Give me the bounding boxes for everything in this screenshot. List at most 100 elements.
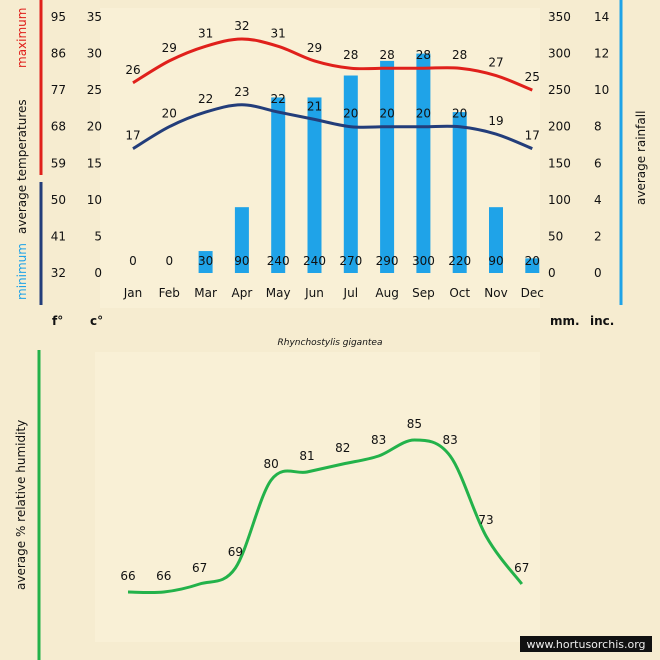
rainfall-bar [271,97,286,273]
min-temp-line [132,103,533,151]
tick-mm: 50 [548,229,563,243]
humidity-label: 67 [514,561,529,575]
tick-mm: 250 [548,83,571,97]
tick-mm: 350 [548,10,571,24]
rainfall-label: 300 [412,254,435,268]
tick-c: 30 [87,47,102,61]
tick-mm: 150 [548,156,571,170]
max-temp-label: 26 [125,63,140,77]
rainfall-label: 240 [267,254,290,268]
rainfall-bar [525,258,540,273]
humidity-line [127,438,524,595]
tick-c: 10 [87,193,102,207]
tick-f: 59 [51,156,66,170]
unit-inches: inc. [590,314,614,328]
unit-celsius: c° [90,314,103,328]
tick-inc: 10 [594,83,609,97]
tick-inc: 6 [594,156,602,170]
max-temp-label: 27 [488,56,503,70]
month-label: Jun [304,286,324,300]
min-temp-label: 22 [198,92,213,106]
tick-c: 25 [87,83,102,97]
max-temp-label: 28 [416,48,431,62]
month-label: Nov [484,286,507,300]
rainfall-bar [307,97,322,273]
max-temp-label: 28 [379,48,394,62]
tick-inc: 4 [594,193,602,207]
rainfall-label: 20 [525,254,540,268]
humidity-label: 67 [192,561,207,575]
min-temp-label: 17 [525,129,540,143]
month-label: Dec [521,286,544,300]
ylabel-rainfall: average rainfall [634,111,648,205]
humidity-label: 80 [264,457,279,471]
tick-f: 77 [51,83,66,97]
min-temp-label: 20 [416,107,431,121]
rainfall-label: 270 [339,254,362,268]
tick-f: 32 [51,266,66,280]
min-temp-label: 20 [162,107,177,121]
month-label: Jan [123,286,143,300]
tick-f: 95 [51,10,66,24]
month-label: Sep [412,286,435,300]
unit-fahrenheit: f° [52,314,63,328]
tick-c: 0 [94,266,102,280]
tick-f: 86 [51,47,66,61]
rainfall-bar [489,207,503,273]
ylabel-humidity: average % relative humidity [14,420,28,590]
rainfall-label: 240 [303,254,326,268]
max-temp-line [132,37,533,92]
watermark-text: www.hortusorchis.org [526,638,645,651]
ylabel-min: minimum [15,243,29,300]
rainfall-bar [198,251,213,273]
humidity-label: 83 [371,433,386,447]
ylabel-max: maximum [15,8,29,68]
rainfall-label: 220 [448,254,471,268]
humidity-panel [95,352,540,642]
rainfall-label: 290 [376,254,399,268]
tick-inc: 12 [594,47,609,61]
month-label: May [266,286,291,300]
max-temp-label: 29 [162,41,177,55]
month-label: Aug [375,286,398,300]
min-temp-label: 20 [343,107,358,121]
species-subtitle: Rhynchostylis gigantea [278,338,383,348]
tick-inc: 2 [594,229,602,243]
tick-mm: 300 [548,47,571,61]
max-temp-label: 31 [198,26,213,40]
max-temp-label: 28 [452,48,467,62]
tick-inc: 0 [594,266,602,280]
humidity-label: 69 [228,545,243,559]
min-temp-label: 23 [234,85,249,99]
humidity-label: 83 [443,433,458,447]
min-temp-label: 22 [271,92,286,106]
month-label: Apr [232,286,253,300]
ylabel-avg: average temperatures [15,99,29,234]
tick-c: 35 [87,10,102,24]
tick-f: 68 [51,120,66,134]
rainfall-label: 30 [198,254,213,268]
max-temp-label: 31 [271,26,286,40]
tick-c: 5 [94,229,102,243]
max-temp-label: 25 [525,70,540,84]
rainfall-label: 90 [488,254,503,268]
month-label: Feb [159,286,180,300]
min-temp-label: 21 [307,99,322,113]
tick-inc: 14 [594,10,609,24]
humidity-label: 66 [120,569,135,583]
tick-f: 41 [51,229,66,243]
min-temp-label: 20 [379,107,394,121]
month-label: Oct [449,286,470,300]
tick-mm: 200 [548,120,571,134]
max-temp-label: 28 [343,48,358,62]
rainfall-bar [416,53,431,274]
max-temp-label: 29 [307,41,322,55]
tick-c: 15 [87,156,102,170]
tick-inc: 8 [594,120,602,134]
humidity-label: 73 [478,513,493,527]
tick-c: 20 [87,120,102,134]
tick-mm: 0 [548,266,556,280]
max-temp-label: 32 [234,19,249,33]
rainfall-label: 0 [165,254,173,268]
